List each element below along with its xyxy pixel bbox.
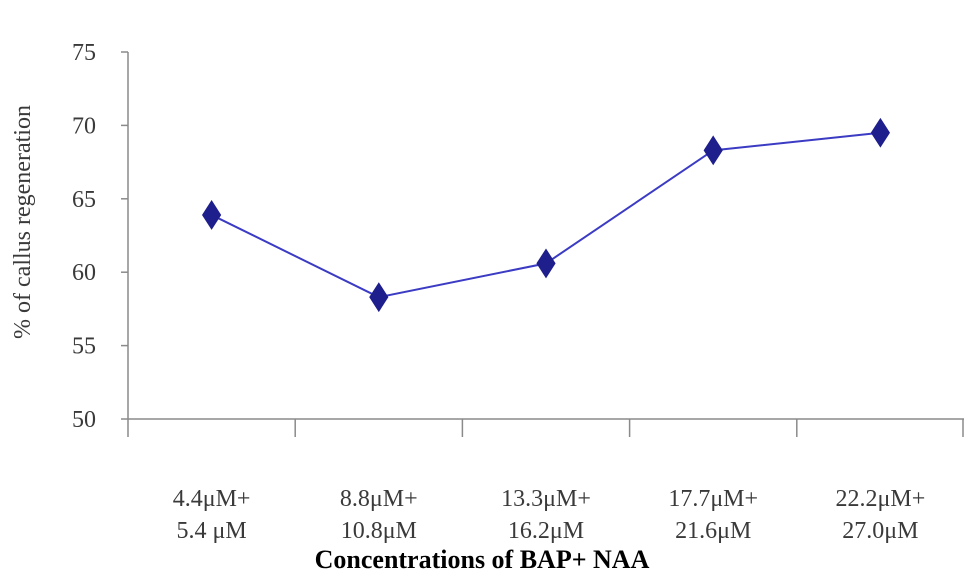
data-point-marker — [870, 117, 890, 148]
x-tick-label-line2: 27.0μM — [842, 518, 918, 544]
y-tick-label: 55 — [72, 334, 96, 360]
x-tick-label-line1: 13.3μM+ — [501, 486, 591, 512]
series-group — [202, 117, 890, 313]
data-point-marker — [202, 200, 222, 230]
x-tick-label-line2: 21.6μM — [675, 518, 751, 544]
x-tick-label-line1: 8.8μM+ — [340, 486, 418, 512]
x-tick-label-line2: 16.2μM — [508, 518, 584, 544]
data-point-marker — [703, 135, 723, 166]
y-tick-label: 70 — [72, 113, 96, 139]
x-tick-label-line1: 22.2μM+ — [836, 486, 926, 512]
x-tick-label-line1: 17.7μM+ — [668, 486, 758, 512]
x-axis: 4.4μM+ 5.4 μM 8.8μM+ 10.8μM 13.3μM+ 16.2μM 17.… — [127, 418, 964, 544]
x-axis-title: Concentrations of BAP+ NAA — [315, 545, 650, 574]
y-tick-label: 50 — [72, 407, 96, 433]
x-tick-label-line2: 5.4 μM — [176, 518, 246, 544]
y-axis: 50 55 60 65 70 75 — [72, 40, 129, 433]
y-axis-title: % of callus regeneration — [10, 105, 36, 339]
data-point-marker — [536, 248, 556, 279]
y-tick-label: 60 — [72, 260, 96, 286]
x-tick-label-line1: 4.4μM+ — [173, 486, 251, 512]
y-tick-label: 75 — [72, 40, 96, 66]
data-point-marker — [369, 282, 389, 313]
y-tick-label: 65 — [72, 187, 96, 213]
x-tick-label-line2: 10.8μM — [341, 518, 417, 544]
